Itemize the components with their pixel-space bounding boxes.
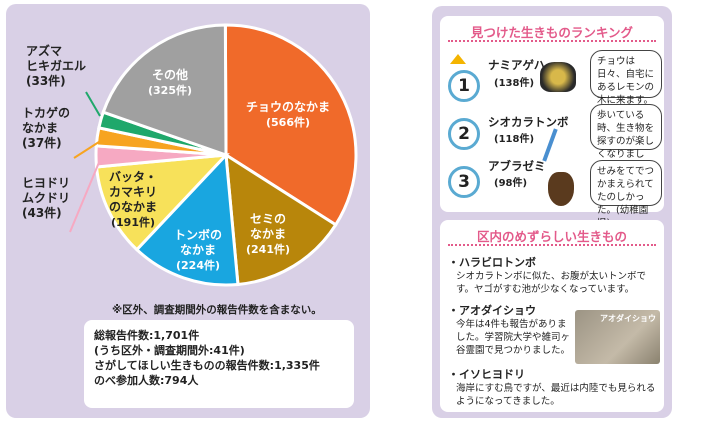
label-cho: チョウのなかま (566件) [245, 100, 330, 129]
rank-3-count: (98件) [494, 178, 528, 189]
rare-3-text: 海岸にすむ鳥ですが、最近は内陸でも見られるようになってきました。 [456, 383, 656, 407]
leader-line-1 [73, 139, 103, 159]
rank-1-name: ナミアゲハ [488, 58, 546, 72]
stat-total: 総報告件数:1,701件 [94, 329, 200, 342]
rank-3-name: アブラゼミ [488, 159, 546, 173]
leader-line-0 [85, 91, 101, 117]
rare-1-text: シオカラトンボに似た、お腹が太いトンボです。ヤゴがすむ池が少なくなっています。 [456, 271, 647, 295]
pie-slice-3 [94, 153, 230, 252]
rare-title: 区内のめずらしい生きもの [476, 229, 627, 244]
rank-1-count: (138件) [494, 78, 535, 89]
rank-2-name: シオカラトンボ [488, 115, 569, 129]
label-hiyodori: ヒヨドリ ムクドリ (43件) [22, 176, 71, 220]
rank-1-comment: チョウは日々、自宅にあるレモンの木に来ます。(40代) [590, 50, 662, 119]
rank-3-comment: せみをてでつかまえられてたのしかった。(幼稚園児) [590, 160, 662, 229]
leader-line-2 [69, 159, 101, 233]
rare-1-name: ・ハラビロトンボ [448, 256, 536, 269]
crown-icon [450, 54, 466, 64]
label-tonbo: トンボの なかま (224件) [173, 228, 222, 272]
rank-2-count: (118件) [494, 134, 535, 145]
pie-slice-7 [101, 23, 228, 158]
stats-box: 総報告件数:1,701件 (うち区外・調査期間外:41件) さがしてほしい生きも… [84, 320, 354, 408]
rank-2-comment: 歩いている時、生き物を探すのが楽しくなりました。(50代) [590, 104, 662, 173]
pie-slice-1 [224, 152, 338, 287]
stat-participants: のべ参加人数:794人 [94, 374, 199, 387]
rank-3-badge: 3 [448, 166, 480, 198]
rare-3-name: ・イソヒヨドリ [448, 368, 525, 381]
ranking-title: 見つけた生きものランキング [470, 25, 634, 40]
label-semi: セミの なかま (241件) [245, 212, 291, 256]
butterfly-icon [540, 62, 576, 92]
snake-photo: アオダイショウ [575, 310, 660, 364]
rare-2-name: ・アオダイショウ [448, 304, 536, 317]
stat-outside: (うち区外・調査期間外:41件) [94, 344, 245, 357]
rare-divider [448, 244, 656, 246]
rank-1-badge: 1 [448, 70, 480, 102]
stat-wanted: さがしてほしい生きものの報告件数:1,335件 [94, 359, 320, 372]
pie-slice-2 [134, 151, 240, 287]
label-other: その他 (325件) [147, 68, 193, 97]
cicada-icon [548, 172, 574, 206]
label-batta: バッタ・ カマキリ のなかま (191件) [108, 170, 157, 229]
label-azuma: アズマ ヒキガエル (33件) [26, 44, 87, 88]
label-tokage: トカゲの なかま (37件) [22, 106, 71, 150]
ranking-divider [448, 40, 656, 42]
photo-label: アオダイショウ [600, 314, 656, 323]
chart-note: ※区外、調査期間外の報告件数を含まない。 [112, 304, 322, 316]
rank-2-badge: 2 [448, 118, 480, 150]
rare-2-text: 今年は4件も報告がありました。学習院大学や雑司ヶ谷霊園で見つかりました。 [456, 319, 571, 356]
